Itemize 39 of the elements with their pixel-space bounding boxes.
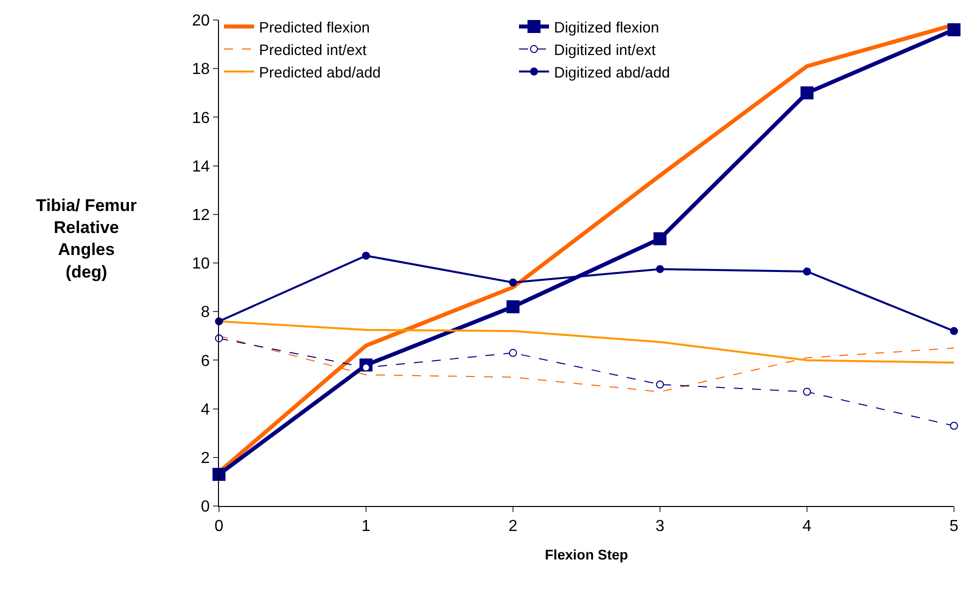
point	[362, 252, 370, 260]
y-tick-label: 18	[192, 61, 210, 78]
legend-label: Predicted int/ext	[259, 42, 368, 59]
y-tick-label: 10	[192, 256, 210, 273]
point	[212, 468, 226, 481]
x-axis-title: Flexion Step	[544, 546, 628, 562]
y-tick-label: 2	[200, 450, 210, 467]
y-tick-label: 20	[192, 12, 210, 30]
point	[509, 348, 517, 357]
y-tick-label: 14	[192, 158, 210, 176]
x-tick-label: 5	[950, 518, 959, 536]
legend-label: Predicted flexion	[259, 19, 370, 36]
point	[948, 23, 960, 36]
point	[803, 268, 811, 276]
point	[656, 380, 664, 388]
y-tick-label: 12	[192, 207, 210, 224]
y-tick-label: 8	[200, 304, 210, 322]
point	[800, 86, 814, 100]
y-tick-label: 4	[200, 401, 210, 418]
x-tick-label: 0	[214, 518, 224, 536]
y-axis-title: Tibia/ Femur Relative Angles (deg)	[36, 196, 138, 282]
legend-label: Digitized int/ext	[554, 42, 657, 59]
point	[506, 300, 520, 314]
y-tick-label: 16	[192, 110, 210, 127]
point	[654, 232, 666, 246]
point	[656, 265, 664, 274]
legend-label: Predicted abd/add	[259, 64, 381, 82]
x-tick-label: 2	[508, 518, 518, 536]
x-tick-label: 1	[362, 518, 371, 536]
point	[950, 422, 958, 430]
x-tick-label: 4	[802, 518, 812, 536]
point	[509, 278, 517, 286]
legend-label: Digitized abd/add	[554, 64, 670, 82]
point	[950, 327, 958, 336]
x-tick-label: 3	[656, 518, 665, 536]
legend-label: Digitized flexion	[554, 19, 660, 36]
y-tick-label: 0	[200, 498, 210, 516]
y-tick-label: 6	[200, 352, 210, 370]
point	[803, 388, 811, 396]
